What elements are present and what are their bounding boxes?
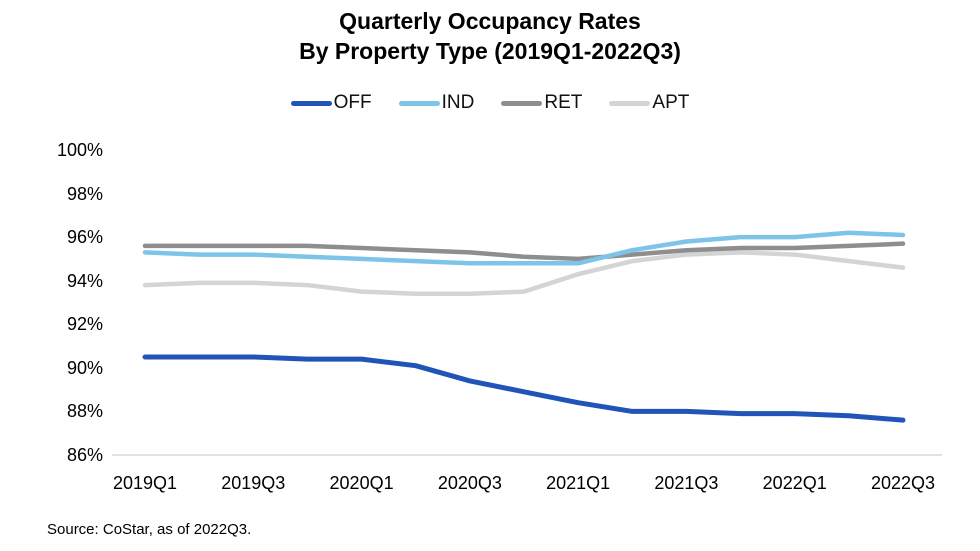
legend-label-off: OFF	[333, 92, 372, 113]
x-axis-tick-2019q1: 2019Q1	[112, 473, 178, 493]
y-axis-tick-92: 92%	[66, 314, 103, 335]
x-axis-tick-2021q1: 2021Q1	[546, 473, 611, 493]
x-axis-tick-2020q1: 2020Q1	[329, 473, 394, 493]
legend-line-swatch-off	[290, 100, 332, 106]
x-axis-tick-2020q3: 2020Q3	[437, 473, 502, 493]
y-axis-tick-86: 86%	[66, 445, 103, 465]
series-line-ret	[142, 241, 906, 262]
y-axis-tick-98: 98%	[66, 183, 103, 204]
legend-line-swatch-ret	[501, 100, 543, 106]
legend-item-apt: APT	[609, 92, 689, 114]
y-axis-tick-88: 88%	[66, 401, 103, 422]
legend-item-ind: IND	[398, 92, 475, 114]
source-note: Source: CoStar, as of 2022Q3.	[47, 521, 252, 538]
chart-title-line-1: Quarterly Occupancy Rates	[339, 8, 641, 34]
legend-label-apt: APT	[652, 92, 690, 113]
legend-label-ret: RET	[544, 92, 583, 113]
x-axis-tick-2022q3: 2022Q3	[870, 473, 936, 493]
chart-title: Quarterly Occupancy Rates By Property Ty…	[0, 6, 980, 66]
chart-legend: OFF IND RET APT	[0, 92, 980, 114]
x-axis-tick-2019q3: 2019Q3	[221, 473, 286, 493]
y-axis-tick-94: 94%	[66, 270, 103, 291]
series-line-off	[142, 354, 906, 423]
legend-line-swatch-apt	[609, 100, 651, 106]
legend-line-swatch-ind	[398, 100, 440, 106]
x-axis-tick-2021q3: 2021Q3	[654, 473, 719, 493]
legend-item-off: OFF	[290, 92, 372, 114]
y-axis-tick-96: 96%	[66, 227, 103, 248]
x-axis-tick-2022q1: 2022Q1	[762, 473, 827, 493]
series-line-apt	[142, 250, 906, 297]
y-axis-tick-90: 90%	[66, 357, 103, 378]
legend-item-ret: RET	[501, 92, 582, 114]
legend-label-ind: IND	[441, 92, 475, 113]
series-line-ind	[142, 230, 906, 266]
y-axis-tick-100: 100%	[56, 140, 103, 160]
chart-title-line-2: By Property Type (2019Q1-2022Q3)	[299, 38, 681, 64]
